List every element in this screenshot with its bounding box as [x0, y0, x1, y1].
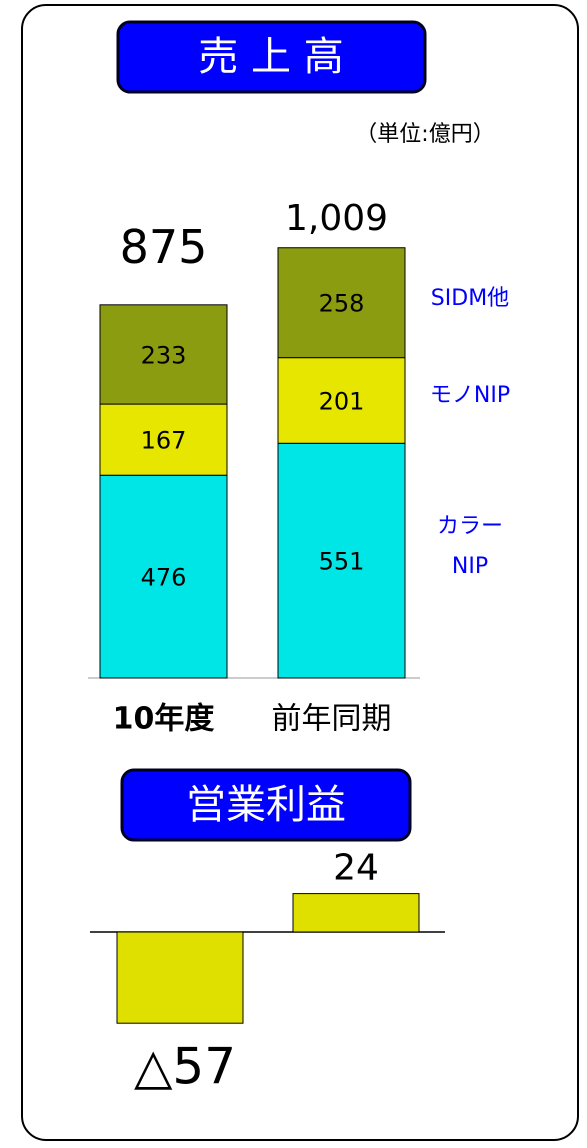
legend-item: モノNIP: [400, 351, 540, 441]
legend-label: モノNIP: [429, 383, 511, 409]
data-label: 24: [333, 848, 379, 889]
x-tick-label: 10年度: [113, 702, 215, 737]
bar-segment: [277, 357, 406, 444]
total-label: 1,009: [285, 198, 388, 239]
bar: [116, 931, 244, 1024]
legend-box: モノNIP: [400, 351, 540, 441]
legend-item: SIDM他: [400, 254, 540, 344]
bar-segment: [99, 304, 228, 405]
legend-item: カラー NIP: [400, 502, 540, 592]
bar-segment: [277, 247, 406, 359]
data-label: 201: [319, 387, 365, 415]
data-label: △57: [134, 1038, 236, 1096]
title-box: [120, 768, 412, 842]
legend-label: カラー NIP: [436, 513, 503, 579]
data-label: 476: [141, 564, 187, 592]
bar: [292, 893, 420, 933]
chart-title: 営業利益: [186, 782, 346, 828]
bar-segment: [277, 442, 406, 679]
data-label: 551: [319, 548, 365, 576]
bar-segment: [99, 403, 228, 476]
legend-box: SIDM他: [400, 254, 540, 344]
legend-label: SIDM他: [430, 285, 510, 311]
chart-title: 売 上 高: [198, 34, 343, 80]
total-label: 875: [120, 220, 208, 274]
data-label: 167: [141, 427, 187, 455]
x-tick-label: 前年同期: [272, 702, 392, 737]
legend-box: カラー NIP: [400, 502, 540, 592]
title-box: [116, 20, 427, 94]
chart-subtitle: （単位:億円）: [355, 122, 494, 147]
bar-segment: [99, 474, 228, 679]
data-label: 258: [319, 290, 365, 318]
data-label: 233: [141, 341, 187, 369]
